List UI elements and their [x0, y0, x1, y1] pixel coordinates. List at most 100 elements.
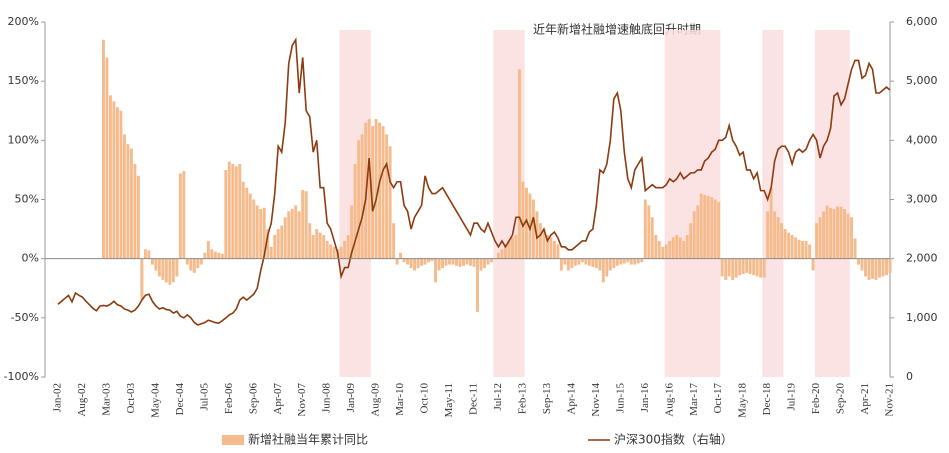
bar — [476, 258, 479, 312]
bar — [385, 134, 389, 259]
bar — [178, 173, 182, 259]
bar — [654, 235, 658, 259]
bar — [283, 217, 287, 259]
bar — [423, 258, 427, 265]
bar — [885, 258, 888, 276]
bar — [507, 240, 511, 259]
bar — [234, 166, 238, 259]
highlight-range — [762, 30, 784, 377]
bar — [612, 258, 616, 269]
bar — [147, 250, 151, 259]
x-tick-label: Sep-13 — [541, 383, 553, 415]
x-tick-label: Jan-02 — [52, 383, 64, 412]
bar — [878, 258, 881, 278]
bar — [710, 197, 714, 259]
bar — [360, 134, 364, 259]
bar — [441, 258, 445, 269]
bar — [615, 258, 619, 266]
x-tick-label: Jun-15 — [614, 383, 626, 413]
bar — [850, 217, 854, 259]
bar — [787, 232, 791, 259]
bar — [689, 223, 693, 259]
bar — [241, 181, 245, 259]
y-tick-label: 50% — [15, 193, 39, 206]
bar — [210, 249, 214, 259]
highlight-range — [814, 30, 850, 377]
x-tick-label: Nov-21 — [884, 383, 896, 417]
bar — [538, 223, 542, 259]
bar — [857, 258, 861, 265]
bar — [245, 187, 249, 259]
bar — [189, 258, 193, 271]
bar — [490, 258, 493, 263]
x-tick-label: Mar-10 — [394, 383, 406, 416]
bar — [776, 217, 780, 259]
bar — [140, 258, 144, 301]
bar — [185, 258, 189, 265]
x-tick-label: Aug-09 — [370, 383, 382, 417]
bar — [465, 258, 469, 265]
bar — [157, 258, 161, 277]
bar — [839, 206, 843, 259]
bar — [217, 252, 221, 259]
bar — [731, 258, 735, 280]
x-tick-label: Oct-10 — [419, 383, 431, 414]
bar — [640, 258, 644, 263]
bar — [122, 134, 126, 259]
x-tick-label: May-11 — [443, 383, 455, 417]
bar — [339, 246, 343, 259]
bar — [703, 194, 707, 259]
bar — [164, 258, 168, 283]
bar — [664, 244, 668, 259]
bar — [479, 258, 483, 271]
x-tick-label: Apr-21 — [859, 383, 871, 415]
bar — [378, 122, 382, 259]
y-tick-label: 150% — [8, 74, 39, 87]
bar — [657, 240, 661, 259]
bar — [175, 258, 179, 277]
bar — [741, 258, 745, 275]
bar — [773, 211, 777, 259]
x-tick-label: Oct-03 — [125, 383, 137, 414]
bar — [269, 246, 273, 259]
bar — [133, 164, 137, 259]
bar — [706, 195, 710, 259]
bar — [780, 223, 784, 259]
bar — [531, 199, 535, 259]
bar — [437, 258, 441, 271]
bar — [696, 205, 700, 259]
y-tick-label: 0% — [22, 252, 39, 265]
bar — [587, 258, 591, 266]
bar — [668, 240, 672, 259]
bar — [255, 205, 259, 259]
bar — [199, 258, 203, 265]
bar — [643, 199, 647, 259]
bar — [521, 181, 525, 259]
bar — [801, 240, 805, 259]
bar — [577, 258, 581, 265]
x-tick-label: Dec-04 — [174, 383, 186, 416]
x-tick-label: Jan-16 — [639, 383, 651, 413]
bar — [343, 240, 347, 259]
chart-title: 近年新增社融增速触底回升时期 — [533, 22, 701, 37]
bar — [252, 199, 256, 259]
bar — [717, 201, 721, 259]
bar — [846, 213, 850, 259]
bar — [811, 258, 815, 271]
bar — [829, 207, 833, 259]
bar — [192, 258, 196, 273]
bar — [682, 240, 686, 259]
x-tick-label: Nov-14 — [590, 383, 602, 417]
bar — [874, 258, 878, 280]
bar — [427, 258, 431, 263]
bar — [762, 258, 766, 278]
y-tick-label: 200% — [8, 15, 39, 28]
bar — [203, 252, 207, 259]
bar — [619, 258, 623, 265]
bar — [605, 258, 609, 277]
bar — [455, 258, 458, 266]
bar — [503, 244, 507, 259]
bar — [409, 258, 413, 269]
x-tick-label: Feb-13 — [516, 383, 528, 415]
legend-label: 新增社融当年累计同比 — [248, 432, 368, 447]
